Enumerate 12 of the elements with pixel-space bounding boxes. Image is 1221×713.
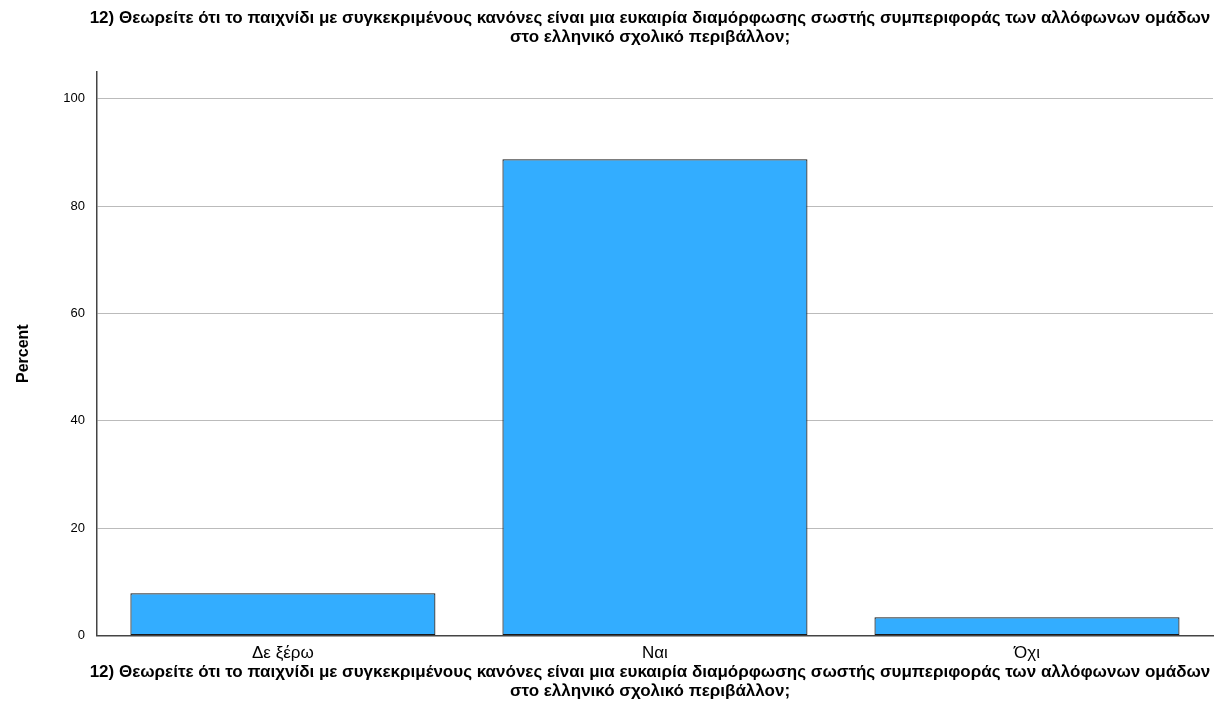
y-tick-label: 20 [70, 519, 85, 535]
y-tick-label: 100 [63, 90, 85, 106]
x-tick-label: Δε ξέρω [252, 643, 314, 663]
x-tick-label: Ναι [642, 643, 669, 663]
y-tick-label: 60 [70, 305, 85, 321]
y-tick-label: 40 [70, 412, 85, 428]
y-tick-label: 0 [77, 627, 85, 643]
y-axis-title: Percent [14, 323, 32, 384]
x-axis-title: 12) Θεωρείτε ότι το παιχνίδι με συγκεκριμένους κανόνες είναι μια ευκαιρία διαμόρφωσης σωστής συμπεριφοράς των αλλόφωνων ομάδων στο ελληνικό σχολικό περιβάλλον; [88, 662, 1212, 700]
x-tick-label: Όχι [1013, 643, 1041, 663]
y-tick-label: 80 [70, 197, 85, 213]
chart-title: 12) Θεωρείτε ότι το παιχνίδι με συγκεκριμένους κανόνες είναι μια ευκαιρία διαμόρφωσης σωστής συμπεριφοράς των αλλόφωνων ομάδων στο ελληνικό σχολικό περιβάλλον; [88, 8, 1212, 46]
